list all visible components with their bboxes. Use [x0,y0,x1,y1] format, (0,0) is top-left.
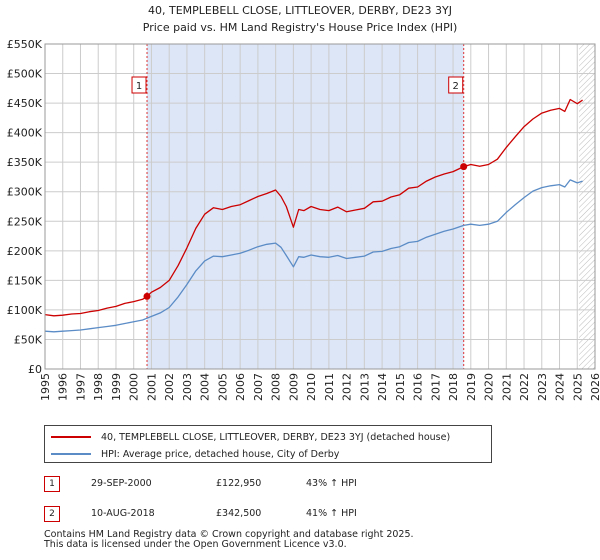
chart-subtitle: Price paid vs. HM Land Registry's House … [143,21,458,34]
future-hatch [579,44,595,369]
price-chart: 40, TEMPLEBELL CLOSE, LITTLEOVER, DERBY,… [7,4,600,401]
x-tick-label: 2022 [518,373,531,401]
x-tick-label: 2020 [483,373,496,401]
sale-label-text: 1 [136,81,142,92]
sale-label-text: 2 [453,81,459,92]
x-tick-label: 2021 [500,373,513,401]
y-tick-label: £100K [7,304,43,317]
y-tick-label: £150K [7,274,43,287]
x-tick-label: 2023 [536,373,549,401]
legend-label-property: 40, TEMPLEBELL CLOSE, LITTLEOVER, DERBY,… [101,431,451,443]
y-tick-label: £300K [7,186,43,199]
x-tick-label: 2017 [429,373,442,401]
x-tick-label: 1996 [57,373,70,401]
ownership-period-shading [147,44,464,369]
y-tick-label: £350K [7,156,43,169]
y-tick-label: £50K [14,333,43,346]
x-tick-label: 2000 [128,373,141,401]
sale-hpi-change: 43% ↑ HPI [306,478,357,489]
x-tick-label: 2026 [589,373,600,401]
x-tick-label: 2008 [270,373,283,401]
sale-number-badge: 1 [44,476,60,492]
y-tick-label: £500K [7,68,43,81]
legend-swatch-hpi [51,453,91,455]
footer-line-2: This data is licensed under the Open Gov… [44,539,347,550]
sale-number-badge: 2 [44,506,60,522]
sale-price: £342,500 [216,508,262,519]
property-price-line [44,98,583,317]
x-tick-label: 1999 [110,373,123,401]
legend-entry-hpi: HPI: Average price, detached house, City… [51,446,339,462]
plot-border [44,43,596,370]
sale-row-1: 1 29-SEP-2000 £122,950 43% ↑ HPI [44,476,494,494]
x-tick-label: 2009 [287,373,300,401]
hpi-line [44,179,583,333]
x-tick-label: 2004 [199,373,212,401]
y-tick-label: £550K [7,38,43,51]
legend-entry-property: 40, TEMPLEBELL CLOSE, LITTLEOVER, DERBY,… [51,429,450,445]
x-tick-label: 2012 [341,373,354,401]
y-tick-label: £200K [7,245,43,258]
sale-date: 29-SEP-2000 [91,478,152,489]
x-tick-label: 1997 [74,373,87,401]
sale-date: 10-AUG-2018 [91,508,155,519]
sale-label-box [131,76,147,94]
x-tick-label: 2001 [145,373,158,401]
y-tick-label: £400K [7,127,43,140]
legend-label-hpi: HPI: Average price, detached house, City… [101,448,340,460]
sale-point-marker [143,292,151,300]
sale-label-box [448,76,464,94]
sale-point-marker [460,163,468,171]
x-tick-label: 2015 [394,373,407,401]
x-tick-label: 2006 [234,373,247,401]
legend: 40, TEMPLEBELL CLOSE, LITTLEOVER, DERBY,… [44,425,492,463]
footer-line-1: Contains HM Land Registry data © Crown c… [44,529,414,540]
footer: Contains HM Land Registry data © Crown c… [44,530,414,550]
x-tick-label: 2024 [554,373,567,401]
x-tick-label: 2018 [447,373,460,401]
x-tick-label: 1995 [39,373,52,401]
y-tick-label: £450K [7,97,43,110]
x-tick-label: 2003 [181,373,194,401]
x-tick-label: 2016 [412,373,425,401]
x-tick-label: 2007 [252,373,265,401]
sale-row-2: 2 10-AUG-2018 £342,500 41% ↑ HPI [44,506,494,524]
x-tick-label: 2014 [376,373,389,401]
x-tick-label: 2011 [323,373,336,401]
x-tick-label: 2005 [216,373,229,401]
legend-swatch-property [51,436,91,438]
x-tick-label: 1998 [92,373,105,401]
y-tick-label: £250K [7,215,43,228]
sale-price: £122,950 [216,478,262,489]
x-tick-label: 2010 [305,373,318,401]
x-tick-label: 2013 [358,373,371,401]
sale-hpi-change: 41% ↑ HPI [306,508,357,519]
x-tick-label: 2002 [163,373,176,401]
y-tick-label: £0 [28,363,42,376]
chart-title: 40, TEMPLEBELL CLOSE, LITTLEOVER, DERBY,… [148,4,452,17]
x-tick-label: 2025 [571,373,584,401]
x-tick-label: 2019 [465,373,478,401]
